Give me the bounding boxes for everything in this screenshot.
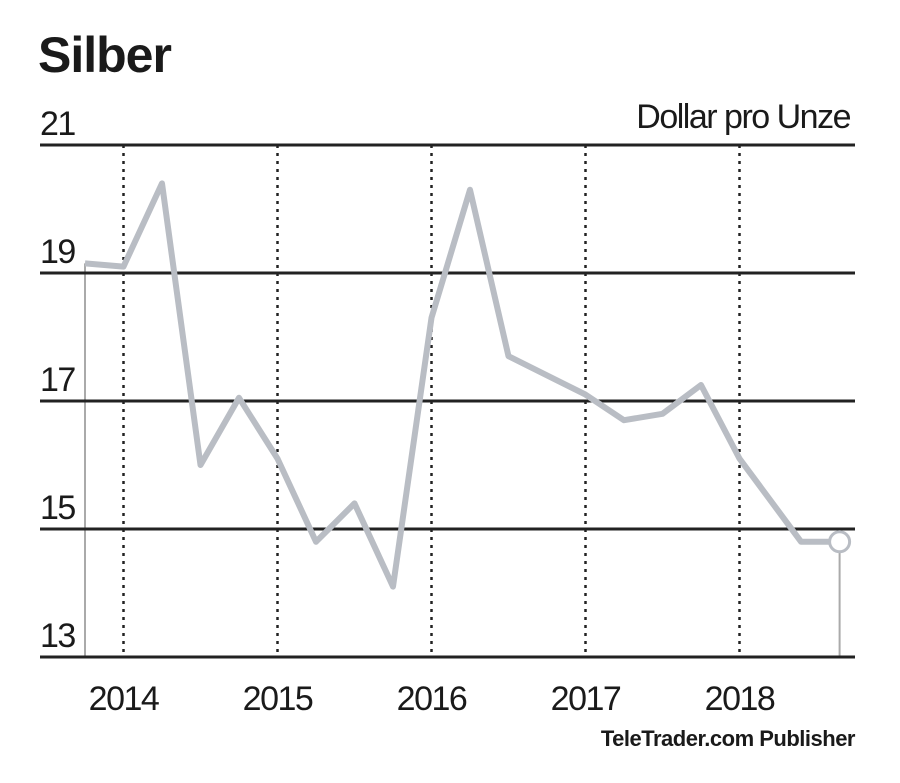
data-line [84, 180, 840, 590]
x-tick-label: 2018 [705, 680, 775, 718]
x-tick-label: 2015 [243, 680, 313, 718]
y-tick-label: 17 [40, 361, 75, 399]
end-marker [828, 530, 852, 554]
unit-label: Dollar pro Unze [636, 98, 850, 136]
source: TeleTrader.com Publisher [601, 726, 856, 751]
y-tick-label: 13 [40, 617, 75, 655]
y-tick-label: 21 [40, 105, 75, 143]
x-tick-label: 2017 [551, 680, 621, 718]
x-tick-label: 2014 [89, 680, 159, 718]
y-tick-label: 19 [40, 233, 75, 271]
x-tick-label: 2016 [397, 680, 467, 718]
chart-title: Silber [38, 27, 171, 83]
y-tick-label: 15 [40, 489, 75, 527]
